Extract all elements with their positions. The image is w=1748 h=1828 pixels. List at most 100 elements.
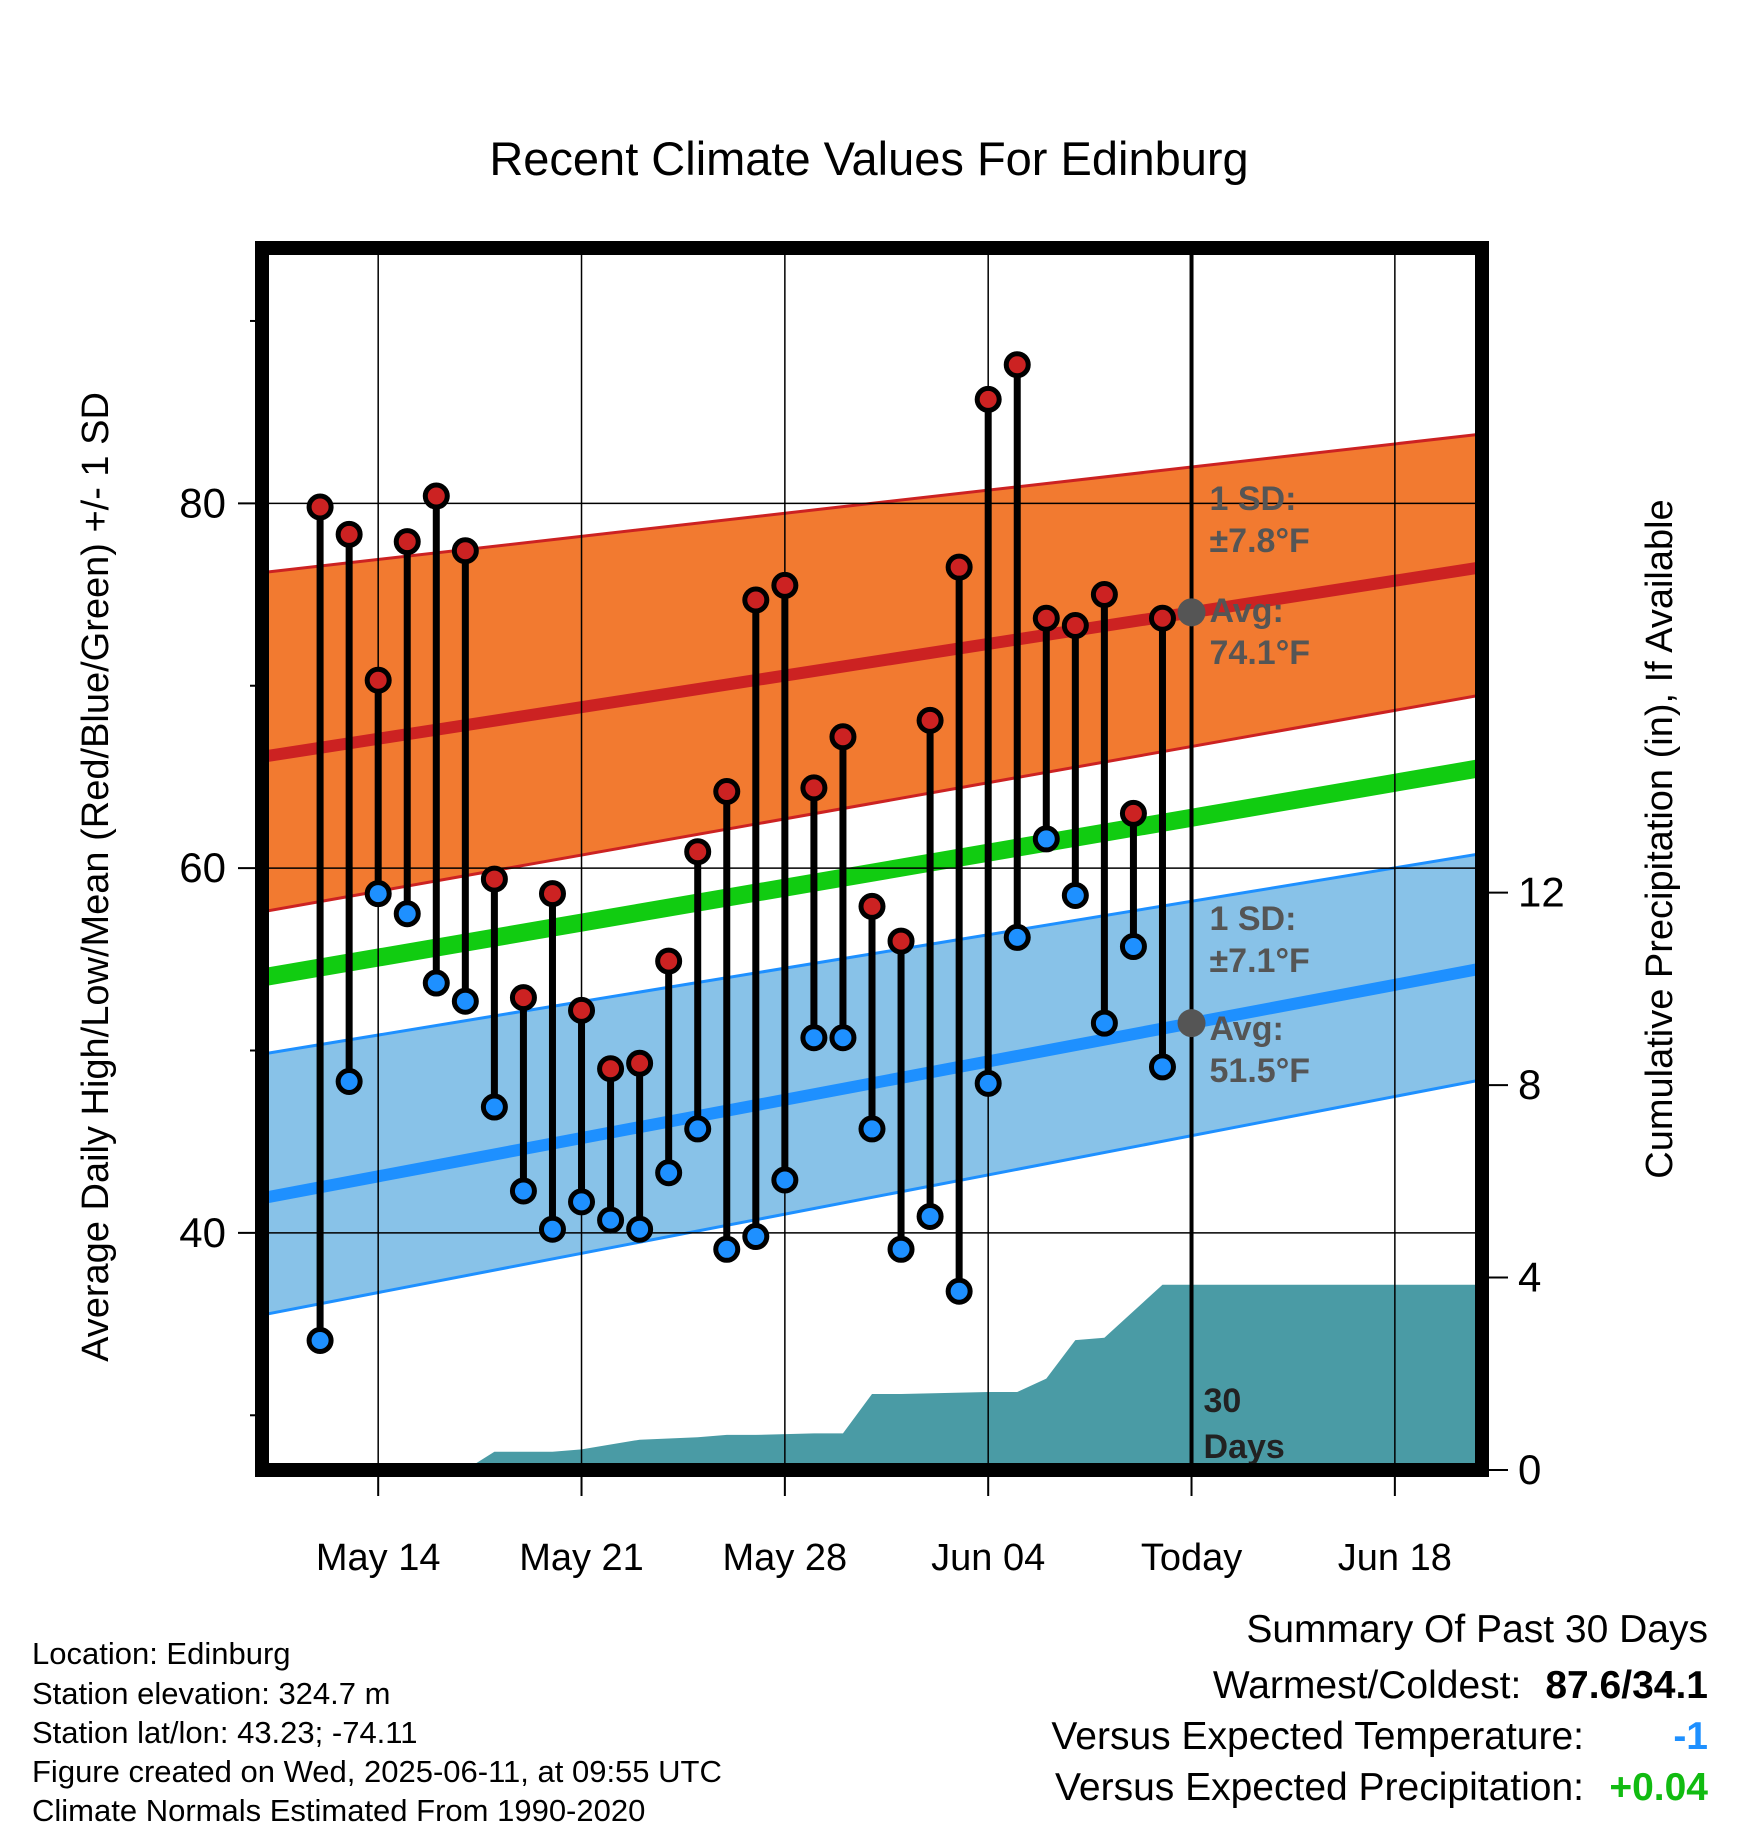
y2-tick-label-12: 12 (1518, 869, 1565, 916)
daily-low-point (1003, 923, 1031, 951)
daily-low-point (1061, 881, 1089, 909)
daily-high-point (509, 984, 537, 1012)
daily-low-point (916, 1202, 944, 1230)
daily-high-point (1032, 604, 1060, 632)
daily-low-point (364, 880, 392, 908)
info-location: Location: Edinburg (32, 1636, 291, 1671)
plot-area: 1 SD: ±7.8°F Avg: 74.1°F 1 SD: ±7.1°F Avg: 51.5… (262, 248, 1482, 1470)
daily-low-point (335, 1068, 363, 1096)
today-high-normal-marker (1177, 598, 1206, 627)
annotation-high-sd-label: 1 SD: (1210, 480, 1297, 518)
daily-low-point (568, 1188, 596, 1216)
info-normals: Climate Normals Estimated From 1990-2020 (32, 1793, 646, 1828)
daily-high-point (684, 838, 712, 866)
y-axis-label: Average Daily High/Low/Mean (Red/Blue/Gr… (75, 392, 117, 1362)
summary-precip-value: +0.04 (1609, 1766, 1708, 1809)
y2-tick-label-4: 4 (1518, 1254, 1541, 1301)
daily-low-point (655, 1159, 683, 1187)
annotation-days-number: 30 (1204, 1382, 1242, 1420)
daily-high-point (422, 482, 450, 510)
daily-high-point (742, 586, 770, 614)
daily-high-point (451, 537, 479, 565)
daily-low-point (597, 1206, 625, 1234)
daily-high-point (393, 528, 421, 556)
annotation-low-avg-label: Avg: (1210, 1010, 1284, 1048)
daily-low-point (1090, 1009, 1118, 1037)
daily-high-point (1119, 799, 1147, 827)
y-tick-label-60: 60 (179, 844, 226, 891)
x-tick-label-may-28: May 28 (723, 1537, 848, 1579)
daily-low-point (713, 1235, 741, 1263)
summary-warmest-row: Warmest/Coldest: 87.6/34.1 (1213, 1664, 1708, 1708)
annotation-high-avg-value: 74.1°F (1210, 634, 1311, 672)
daily-high-point (1090, 581, 1118, 609)
daily-high-point (974, 385, 1002, 413)
daily-high-point (1061, 612, 1089, 640)
daily-high-point (1148, 604, 1176, 632)
daily-low-point (858, 1115, 886, 1143)
daily-low-point (771, 1166, 799, 1194)
today-low-normal-marker (1177, 1009, 1206, 1038)
summary-temp-row: Versus Expected Temperature: -1 (1051, 1715, 1708, 1759)
summary-heading: Summary Of Past 30 Days (1246, 1608, 1708, 1651)
x-tick-label-jun-18: Jun 18 (1338, 1537, 1452, 1579)
plot-frame (255, 241, 1489, 1477)
daily-high-point (771, 571, 799, 599)
daily-low-point (800, 1024, 828, 1052)
y2-tick-label-0: 0 (1518, 1446, 1541, 1493)
daily-low-point (887, 1235, 915, 1263)
daily-low-point (1148, 1053, 1176, 1081)
x-tick-label-may-21: May 21 (519, 1537, 644, 1579)
daily-low-point (451, 987, 479, 1015)
x-tick-label-may-14: May 14 (316, 1537, 441, 1579)
daily-low-point (509, 1177, 537, 1205)
y2-axis-label: Cumulative Precipitation (in), If Availa… (1639, 499, 1681, 1178)
daily-low-point (1119, 933, 1147, 961)
daily-low-point (974, 1069, 1002, 1097)
annotation-high-avg-label: Avg: (1210, 592, 1284, 630)
info-elevation: Station elevation: 324.7 m (32, 1676, 391, 1711)
daily-low-point (422, 969, 450, 997)
summary-warmest-value: 87.6/34.1 (1545, 1664, 1708, 1707)
summary-temp-value: -1 (1673, 1715, 1708, 1758)
daily-low-point (945, 1277, 973, 1305)
daily-low-point (626, 1215, 654, 1243)
info-created: Figure created on Wed, 2025-06-11, at 09… (32, 1754, 722, 1789)
daily-high-point (1003, 351, 1031, 379)
y-tick-label-80: 80 (179, 479, 226, 526)
y-tick-label-40: 40 (179, 1209, 226, 1256)
daily-low-point (684, 1115, 712, 1143)
daily-high-point (335, 520, 363, 548)
daily-low-point (480, 1093, 508, 1121)
y2-tick-label-8: 8 (1518, 1061, 1541, 1108)
daily-high-point (568, 996, 596, 1024)
daily-high-point (626, 1049, 654, 1077)
daily-high-point (655, 947, 683, 975)
annotation-high-sd-value: ±7.8°F (1210, 522, 1310, 560)
daily-high-point (480, 865, 508, 893)
daily-low-point (306, 1327, 334, 1355)
x-tick-label-today: Today (1141, 1537, 1242, 1579)
info-latlon: Station lat/lon: 43.23; -74.11 (32, 1715, 418, 1750)
summary-warmest-label: Warmest/Coldest: (1212, 1664, 1522, 1707)
climate-chart: 1 SD: ±7.8°F Avg: 74.1°F 1 SD: ±7.1°F Avg: 51.5… (75, 132, 1681, 1600)
annotation-days-label: Days (1204, 1428, 1285, 1466)
summary-temp-label: Versus Expected Temperature: (1051, 1715, 1584, 1758)
precip-area (465, 1284, 1482, 1470)
chart-title: Recent Climate Values For Edinburg (489, 132, 1248, 185)
summary-precip-label: Versus Expected Precipitation: (1055, 1766, 1584, 1809)
daily-low-point (742, 1223, 770, 1251)
high-sd-band (262, 432, 1482, 914)
daily-high-point (916, 706, 944, 734)
summary-precip-row: Versus Expected Precipitation: +0.04 (1055, 1766, 1708, 1810)
annotation-low-avg-value: 51.5°F (1210, 1052, 1311, 1090)
daily-high-point (364, 666, 392, 694)
daily-high-point (887, 927, 915, 955)
daily-low-point (538, 1215, 566, 1243)
daily-high-point (945, 553, 973, 581)
daily-high-point (800, 774, 828, 802)
daily-high-point (858, 892, 886, 920)
daily-low-point (829, 1024, 857, 1052)
daily-high-point (306, 493, 334, 521)
x-axis-label: Day (838, 1599, 906, 1600)
